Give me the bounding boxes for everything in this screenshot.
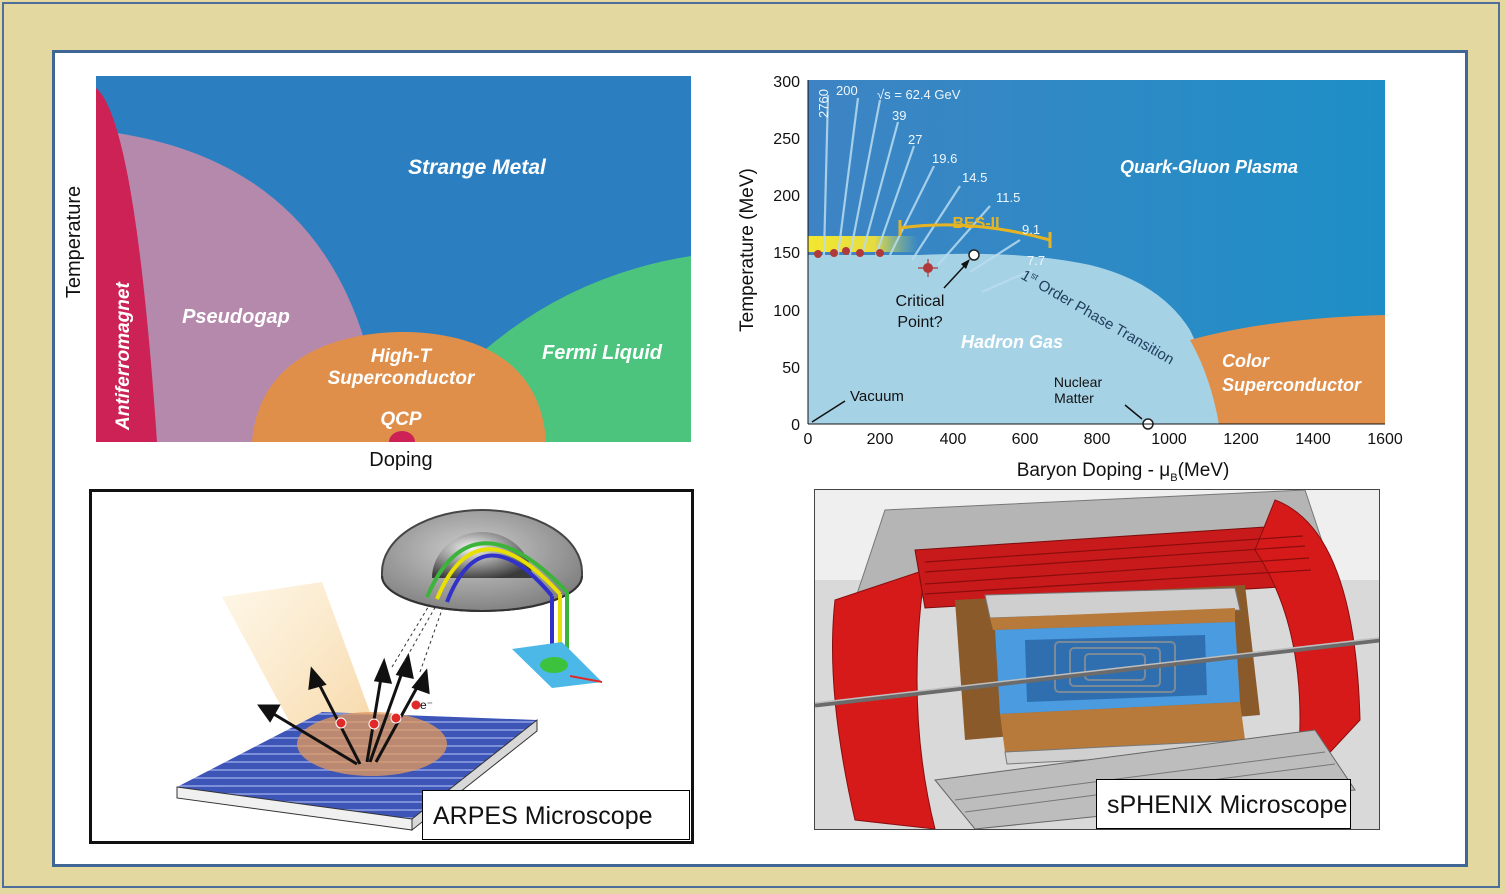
y-tick-0: 0 <box>791 417 800 434</box>
beam-pipe <box>815 637 1379 708</box>
electrons <box>335 699 422 730</box>
critical-point-arrowhead <box>961 259 970 269</box>
hadron-gas-label: Hadron Gas <box>961 332 1063 352</box>
sphenix-caption: sPHENIX Microscope <box>1096 779 1351 829</box>
superconductor-dome <box>252 332 546 442</box>
critical-point-label-1: Critical <box>896 293 945 310</box>
qcp-dot <box>389 431 415 442</box>
critical-point-label-2: Point? <box>897 314 942 331</box>
detector-spot <box>540 657 568 673</box>
antiferromagnet-region <box>96 88 157 442</box>
arpes-illustration: e⁻ <box>176 509 603 832</box>
data-points <box>814 247 933 273</box>
energy-label-62-4: √s = 62.4 GeV <box>877 87 961 102</box>
antiferromagnet-label: Antiferromagnet <box>113 282 134 431</box>
illuminated-spot <box>297 712 447 776</box>
y-tick-300: 300 <box>773 74 800 91</box>
qgp-label: Quark-Gluon Plasma <box>1120 157 1298 177</box>
qcp-label: QCP <box>380 409 422 430</box>
energy-label-200: 200 <box>836 83 858 98</box>
sphenix-panel: sPHENIX Microscope <box>814 489 1380 830</box>
emcal-copper-top <box>990 608 1235 630</box>
cuprate-phase-diagram: Strange Metal Pseudogap Fermi Liquid Hig… <box>63 76 691 471</box>
energy-label-19-6: 19.6 <box>932 151 957 166</box>
x-tick-1400: 1400 <box>1295 431 1331 448</box>
energy-label-39: 39 <box>892 108 906 123</box>
critical-point-marker <box>968 249 980 261</box>
x-tick-400: 400 <box>940 431 967 448</box>
x-tick-800: 800 <box>1084 431 1111 448</box>
qcd-phase-diagram: BES-II 2760 200 √s = 62.4 GeV 39 27 19.6… <box>737 74 1403 484</box>
nuclear-matter-label-2: Matter <box>1054 390 1094 406</box>
color-superconductor-region <box>1190 315 1385 424</box>
temperature-axis-label: Temperature <box>63 186 85 298</box>
fermi-liquid-label: Fermi Liquid <box>542 342 663 364</box>
crossover-band <box>808 236 918 252</box>
x-tick-1200: 1200 <box>1223 431 1259 448</box>
guide-lines <box>391 603 445 673</box>
arpes-caption: ARPES Microscope <box>422 790 690 840</box>
yoke-lines <box>924 535 1312 595</box>
vacuum-label: Vacuum <box>850 388 904 405</box>
x-axis-label: Baryon Doping - μB(MeV) <box>1017 460 1230 484</box>
y-tick-100: 100 <box>773 303 800 320</box>
energy-label-14-5: 14.5 <box>962 170 987 185</box>
detector-edge <box>569 675 603 683</box>
y-tick-150: 150 <box>773 245 800 262</box>
nuclear-matter-arrow <box>1124 404 1143 420</box>
beam-pipe-highlight <box>815 637 1379 704</box>
vacuum-arrow <box>811 400 846 423</box>
x-tick-600: 600 <box>1012 431 1039 448</box>
analyzer-arcs <box>425 541 569 603</box>
bes-ii-bracket <box>899 223 1051 242</box>
y-tick-200: 200 <box>773 188 800 205</box>
energy-label-11-5: 11.5 <box>996 190 1020 205</box>
pseudogap-label: Pseudogap <box>182 306 290 328</box>
energy-scan-lines <box>822 94 1033 294</box>
y-tick-50: 50 <box>782 360 800 377</box>
x-tick-200: 200 <box>867 431 894 448</box>
electron-symbol: e⁻ <box>420 698 433 712</box>
superconductor-label-2: Superconductor <box>328 368 476 389</box>
strange-metal-label: Strange Metal <box>408 156 547 179</box>
x-tick-1000: 1000 <box>1151 431 1187 448</box>
lower-emcal <box>1000 702 1245 752</box>
sphenix-illustration <box>815 490 1379 829</box>
bes-ii-label: BES-II <box>952 215 999 232</box>
y-axis-label: Temperature (MeV) <box>737 168 758 332</box>
x-tick-0: 0 <box>804 431 813 448</box>
energy-label-27: 27 <box>908 132 922 147</box>
energy-label-9-1: 9.1 <box>1022 222 1040 237</box>
hadron-gas-region <box>808 253 1219 424</box>
nuclear-matter-label-1: Nuclear <box>1054 374 1103 390</box>
analyzer-rim <box>381 575 583 612</box>
energy-label-2760: 2760 <box>816 89 831 118</box>
y-tick-250: 250 <box>773 131 800 148</box>
doping-axis-label: Doping <box>369 449 432 471</box>
color-sc-label-2: Superconductor <box>1222 375 1362 395</box>
arpes-panel: e⁻ ARPES Microscope <box>89 489 694 844</box>
superconductor-label-1: High-T <box>371 346 433 367</box>
x-tick-1600: 1600 <box>1367 431 1403 448</box>
energy-label-7-7: 7.7 <box>1027 253 1045 268</box>
color-sc-label-1: Color <box>1222 351 1270 371</box>
